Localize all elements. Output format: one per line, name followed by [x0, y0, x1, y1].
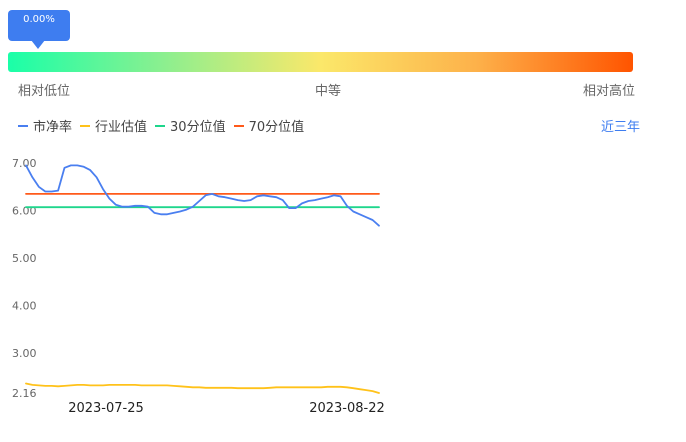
x-tick-label: 2023-08-22 [309, 401, 385, 416]
legend-swatch-p70 [233, 124, 244, 127]
percentile-label: 0.00% [23, 14, 55, 25]
legend-label-p70: 70分位值 [248, 120, 305, 135]
legend-item-p30[interactable]: 30分位值 [155, 116, 226, 135]
gauge-high-label: 相对高位 [583, 84, 636, 99]
y-tick-label: 4.00 [12, 300, 37, 313]
valuation-gauge-bar [8, 52, 633, 72]
legend-swatch-p30 [155, 124, 166, 127]
gauge-low-label: 相对低位 [18, 84, 71, 99]
percentile-tooltip: 0.00% [8, 10, 70, 49]
y-tick-label: 2.16 [12, 387, 37, 400]
legend-swatch-industry [80, 124, 91, 127]
y-tick-label: 5.00 [12, 252, 37, 265]
legend-item-pb[interactable]: 市净率 [18, 116, 72, 135]
legend-label-industry: 行业估值 [95, 120, 148, 135]
legend-label-pb: 市净率 [33, 120, 73, 135]
legend-item-industry[interactable]: 行业估值 [80, 116, 147, 135]
period-selector[interactable]: 近三年 [600, 120, 640, 135]
legend-item-p70[interactable]: 70分位值 [233, 116, 305, 135]
y-tick-label: 7.00 [12, 157, 37, 170]
legend-label-p30: 30分位值 [170, 120, 226, 135]
chart-legend: 市净率 行业估值 30分位值 70分位值 [18, 116, 304, 135]
y-tick-label: 3.00 [12, 347, 37, 360]
series-line-0 [25, 164, 380, 227]
series-line-1 [25, 382, 380, 394]
x-tick-label: 2023-07-25 [68, 401, 144, 416]
gauge-mid-label: 中等 [315, 84, 342, 99]
legend-swatch-pb [18, 124, 28, 127]
